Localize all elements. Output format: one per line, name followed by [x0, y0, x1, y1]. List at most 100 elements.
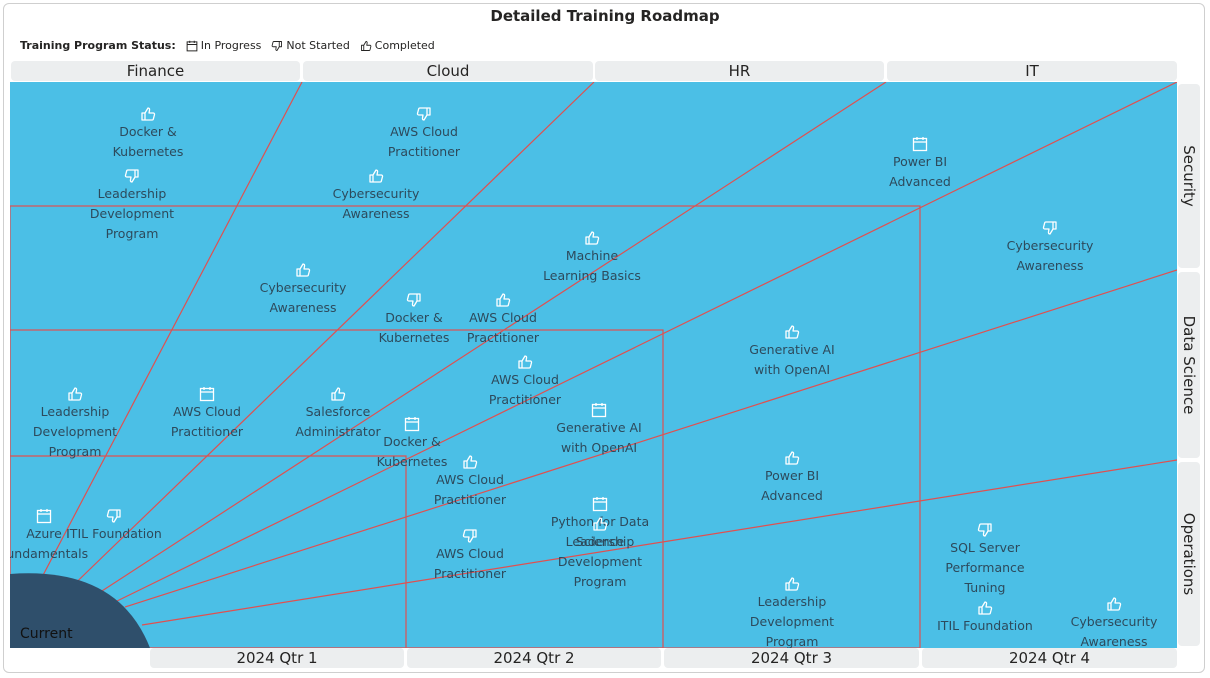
training-item[interactable]: Generative AI with OpenAI — [524, 402, 674, 458]
training-item-label: Practitioner — [170, 424, 244, 439]
radial-line — [141, 459, 1177, 626]
training-item-label: Cybersecurity — [332, 186, 420, 201]
training-item[interactable]: Cybersecurity Awareness — [975, 220, 1125, 276]
training-item[interactable]: Docker & Kubernetes — [339, 292, 489, 348]
training-item[interactable]: Salesforce Administrator — [263, 386, 413, 442]
thumbs-down-icon — [395, 528, 545, 544]
radial-line — [87, 82, 887, 601]
training-item[interactable]: Leadership Development Program — [717, 576, 867, 648]
thumbs-up-icon — [73, 106, 223, 122]
thumbs-up-icon — [10, 386, 150, 402]
training-item-label: AWS Cloud — [469, 310, 537, 325]
quarter-header-q1: 2024 Qtr 1 — [150, 648, 404, 668]
legend-item-in-progress[interactable]: In Progress — [186, 39, 262, 52]
training-item-label: Science — [575, 534, 625, 549]
training-item-label: with OpenAI — [560, 440, 638, 455]
thumbs-down-icon — [910, 522, 1060, 538]
thumbs-up-icon — [525, 516, 675, 532]
thumbs-up-icon — [450, 354, 600, 370]
training-item[interactable]: ITIL Foundation — [910, 600, 1060, 636]
thumbs-down-icon — [39, 508, 189, 524]
training-item[interactable]: AWS Cloud Practitioner — [428, 292, 578, 348]
training-item[interactable]: Leadership Development Program — [57, 168, 207, 244]
training-item[interactable]: SQL Server Performance Tuning — [910, 522, 1060, 598]
training-item[interactable]: Machine Learning Basics — [517, 230, 667, 286]
training-item[interactable]: Python for Data Science — [525, 496, 675, 552]
roadmap-lines — [10, 82, 1177, 648]
training-item[interactable]: AWS Cloud Practitioner — [395, 454, 545, 510]
training-item-label: Program — [573, 574, 627, 589]
training-item[interactable]: AWS Cloud Practitioner — [349, 106, 499, 162]
quadrant-box-q2 — [10, 329, 664, 648]
thumbs-up-icon — [717, 450, 867, 466]
row-header-operations-label: Operations — [1180, 512, 1198, 596]
calendar-icon — [10, 508, 119, 524]
calendar-icon — [132, 386, 282, 402]
thumbs-up-icon — [717, 324, 867, 340]
training-item-label: Docker & — [383, 434, 441, 449]
training-item-label: Generative AI — [556, 420, 642, 435]
radial-line — [29, 82, 303, 601]
row-header-data-science-label: Data Science — [1180, 315, 1198, 415]
training-item-label: Leadership — [40, 404, 110, 419]
thumbs-down-icon — [339, 292, 489, 308]
training-item[interactable]: Azure Fundamentals — [10, 508, 119, 564]
training-item-label: Salesforce — [305, 404, 371, 419]
training-item[interactable]: Cybersecurity Awareness — [1039, 596, 1177, 648]
column-header-it: IT — [887, 61, 1177, 81]
training-item-label: Kubernetes — [112, 144, 184, 159]
training-item-label: Advanced — [889, 174, 951, 189]
training-item-label: AWS Cloud — [390, 124, 458, 139]
training-item[interactable]: AWS Cloud Practitioner — [450, 354, 600, 410]
radial-line — [124, 269, 1177, 608]
row-header-operations: Operations — [1178, 462, 1200, 646]
training-item-label: Development — [557, 554, 643, 569]
row-header-security-label: Security — [1180, 145, 1198, 207]
training-item[interactable]: Leadership Development Program — [525, 516, 675, 592]
training-item-label: Practitioner — [466, 330, 540, 345]
training-item-label: Awareness — [1080, 634, 1148, 648]
training-item-label: Power BI — [892, 154, 948, 169]
training-item-label: Leadership — [97, 186, 167, 201]
training-item-label: Administrator — [295, 424, 381, 439]
training-item-label: Cybersecurity — [1070, 614, 1158, 629]
legend-not-started-label: Not Started — [286, 39, 350, 52]
training-item-label: Awareness — [342, 206, 410, 221]
thumbs-down-icon — [272, 40, 283, 51]
thumbs-up-icon — [517, 230, 667, 246]
training-item[interactable]: Docker & Kubernetes — [73, 106, 223, 162]
current-arc — [10, 573, 150, 648]
thumbs-up-icon — [428, 292, 578, 308]
training-item[interactable]: Leadership Development Program — [10, 386, 150, 462]
radial-line — [114, 82, 1177, 603]
training-item-label: Program — [765, 634, 819, 648]
training-item-label: Kubernetes — [378, 330, 450, 345]
training-item-label: Leadership — [565, 534, 635, 549]
legend-in-progress-label: In Progress — [200, 39, 262, 52]
training-item[interactable]: Power BI Advanced — [717, 450, 867, 506]
training-item-label: Docker & — [119, 124, 177, 139]
training-item[interactable]: AWS Cloud Practitioner — [132, 386, 282, 442]
legend-item-not-started[interactable]: Not Started — [271, 39, 350, 52]
training-item[interactable]: Generative AI with OpenAI — [717, 324, 867, 380]
training-item[interactable]: Cybersecurity Awareness — [301, 168, 451, 224]
training-item-label: Development — [89, 206, 175, 221]
legend-item-completed[interactable]: Completed — [360, 39, 435, 52]
training-item[interactable]: Power BI Advanced — [845, 136, 995, 192]
column-header-hr: HR — [595, 61, 884, 81]
training-item[interactable]: Cybersecurity Awareness — [228, 262, 378, 318]
radial-line — [57, 82, 595, 601]
quarter-header-q4: 2024 Qtr 4 — [922, 648, 1177, 668]
calendar-icon — [524, 402, 674, 418]
training-item-label: Development — [749, 614, 835, 629]
thumbs-down-icon — [975, 220, 1125, 236]
column-header-finance: Finance — [11, 61, 300, 81]
training-item[interactable]: Docker & Kubernetes — [337, 416, 487, 472]
training-item[interactable]: AWS Cloud Practitioner — [395, 528, 545, 584]
training-item-label: Awareness — [1016, 258, 1084, 273]
training-item[interactable]: ITIL Foundation — [39, 508, 189, 544]
row-header-security: Security — [1178, 84, 1200, 268]
current-label: Current — [20, 626, 73, 642]
quarter-header-q2: 2024 Qtr 2 — [407, 648, 661, 668]
status-legend: Training Program Status: In Progress Not… — [20, 39, 435, 52]
